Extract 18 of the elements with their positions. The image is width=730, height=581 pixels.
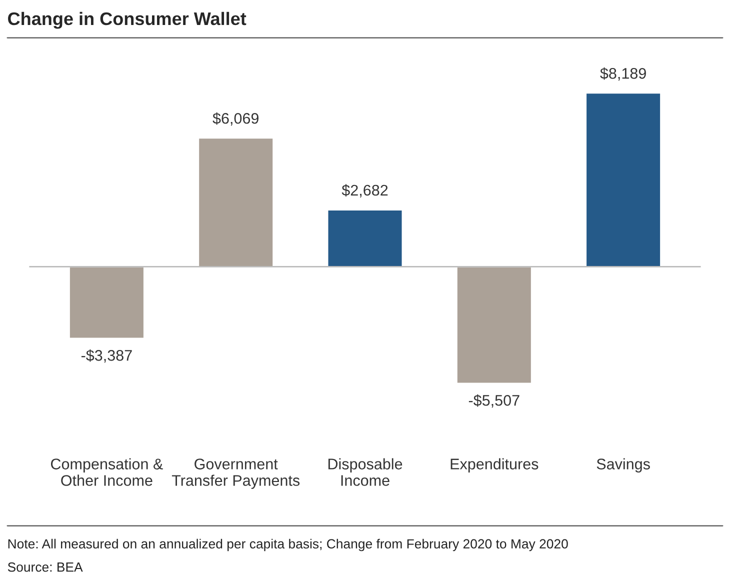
bar xyxy=(585,92,662,268)
data-label: $2,682 xyxy=(342,184,388,198)
bar xyxy=(198,137,274,268)
chart-title: Change in Consumer Wallet xyxy=(8,12,246,29)
data-label: -$5,507 xyxy=(468,394,520,408)
data-label: -$3,387 xyxy=(81,349,132,363)
bar xyxy=(68,266,145,340)
source-note: Source: BEA xyxy=(8,562,83,572)
x-tick-label: Expenditures xyxy=(450,458,538,472)
x-tick-label: Compensation & Other Income xyxy=(50,458,163,486)
data-label: $6,069 xyxy=(212,112,258,126)
x-tick-label: Disposable Income xyxy=(328,458,402,486)
x-tick-label: Government Transfer Payments xyxy=(172,458,300,489)
bar xyxy=(326,209,404,268)
text: Note: All measured on an annualized per capita basis; Change from February 2020 to May 2020 xyxy=(8,538,568,552)
x-tick-label: Savings xyxy=(596,458,650,472)
data-label: $8,189 xyxy=(600,67,646,81)
bar xyxy=(456,266,532,384)
